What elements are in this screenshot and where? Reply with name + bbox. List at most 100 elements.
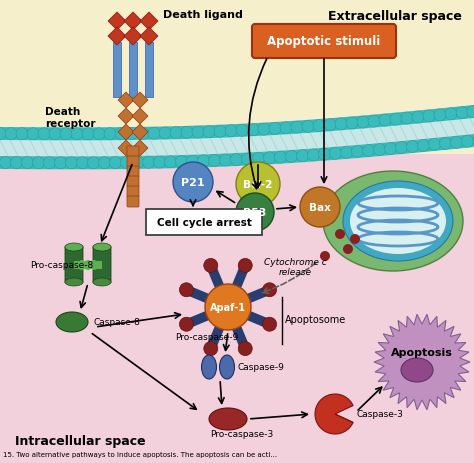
Text: Bcl-2: Bcl-2 [243, 180, 273, 189]
Text: P53: P53 [243, 207, 267, 218]
Text: Apaf-1: Apaf-1 [210, 302, 246, 313]
Circle shape [21, 157, 34, 169]
Bar [0, 0, 474, 155]
FancyBboxPatch shape [127, 167, 139, 178]
Circle shape [137, 128, 149, 140]
Text: Death
receptor: Death receptor [45, 107, 95, 129]
Ellipse shape [323, 172, 463, 271]
Circle shape [236, 125, 248, 137]
Circle shape [219, 155, 231, 167]
Circle shape [148, 128, 160, 140]
Ellipse shape [65, 278, 83, 287]
Circle shape [225, 125, 237, 138]
Circle shape [38, 128, 50, 140]
Polygon shape [124, 13, 142, 31]
Circle shape [16, 128, 28, 140]
Circle shape [159, 128, 171, 140]
Text: Cytochrome c
release: Cytochrome c release [264, 257, 327, 277]
Circle shape [291, 122, 303, 134]
Polygon shape [118, 141, 134, 156]
Circle shape [374, 144, 385, 156]
Circle shape [280, 123, 292, 135]
Circle shape [82, 129, 94, 140]
Circle shape [180, 283, 193, 297]
Circle shape [99, 157, 110, 169]
Circle shape [407, 141, 419, 153]
Polygon shape [118, 125, 134, 141]
Circle shape [439, 138, 452, 150]
Circle shape [209, 155, 220, 167]
Circle shape [450, 137, 463, 149]
Text: Apoptotic stimuli: Apoptotic stimuli [267, 36, 381, 49]
Wedge shape [315, 394, 353, 434]
Circle shape [335, 230, 345, 239]
Circle shape [395, 142, 408, 154]
Ellipse shape [90, 260, 98, 270]
Circle shape [126, 128, 138, 140]
Circle shape [164, 156, 176, 169]
Circle shape [302, 121, 314, 133]
Circle shape [247, 125, 259, 137]
Ellipse shape [343, 181, 453, 262]
Ellipse shape [78, 260, 86, 270]
Text: Caspase-3: Caspase-3 [357, 410, 404, 419]
Circle shape [352, 146, 364, 158]
Circle shape [109, 157, 121, 169]
Circle shape [0, 157, 11, 169]
Polygon shape [118, 93, 134, 109]
Circle shape [350, 234, 360, 244]
Circle shape [456, 107, 468, 119]
Ellipse shape [219, 355, 235, 379]
Circle shape [346, 118, 358, 130]
Circle shape [27, 128, 39, 140]
Circle shape [10, 157, 22, 169]
FancyBboxPatch shape [127, 156, 139, 168]
Circle shape [214, 126, 226, 138]
Circle shape [55, 157, 66, 169]
Circle shape [300, 188, 340, 227]
Circle shape [186, 156, 199, 168]
Circle shape [170, 127, 182, 139]
Text: Caspase-9: Caspase-9 [238, 363, 285, 372]
Circle shape [238, 259, 252, 273]
Circle shape [203, 126, 215, 138]
FancyBboxPatch shape [127, 197, 139, 207]
Text: Caspase-8: Caspase-8 [94, 318, 141, 327]
Circle shape [115, 128, 127, 140]
Circle shape [335, 119, 347, 131]
Circle shape [462, 136, 474, 148]
Circle shape [357, 117, 369, 129]
Circle shape [285, 151, 298, 163]
Circle shape [379, 115, 391, 127]
Circle shape [60, 129, 72, 141]
FancyBboxPatch shape [127, 176, 139, 188]
Circle shape [0, 128, 6, 140]
Bar [129, 43, 137, 98]
Polygon shape [132, 109, 148, 125]
Text: Apoptosis: Apoptosis [391, 347, 453, 357]
Ellipse shape [56, 313, 88, 332]
Circle shape [325, 214, 335, 225]
Polygon shape [0, 106, 474, 141]
Circle shape [445, 108, 457, 120]
Ellipse shape [65, 244, 83, 251]
Circle shape [428, 139, 440, 151]
Circle shape [412, 112, 424, 124]
Ellipse shape [84, 260, 92, 270]
Circle shape [205, 284, 251, 330]
Circle shape [467, 106, 474, 119]
Circle shape [263, 318, 276, 332]
FancyBboxPatch shape [127, 147, 139, 158]
Circle shape [363, 145, 374, 157]
Text: Intracellular space: Intracellular space [15, 434, 146, 447]
Text: Death ligand: Death ligand [163, 10, 243, 20]
Polygon shape [140, 28, 158, 46]
Circle shape [198, 156, 210, 168]
Ellipse shape [350, 188, 446, 255]
Circle shape [131, 157, 144, 169]
Circle shape [65, 157, 78, 169]
Text: Pro-caspase-8: Pro-caspase-8 [30, 261, 93, 270]
Circle shape [154, 157, 165, 169]
Circle shape [192, 127, 204, 139]
Polygon shape [132, 125, 148, 141]
